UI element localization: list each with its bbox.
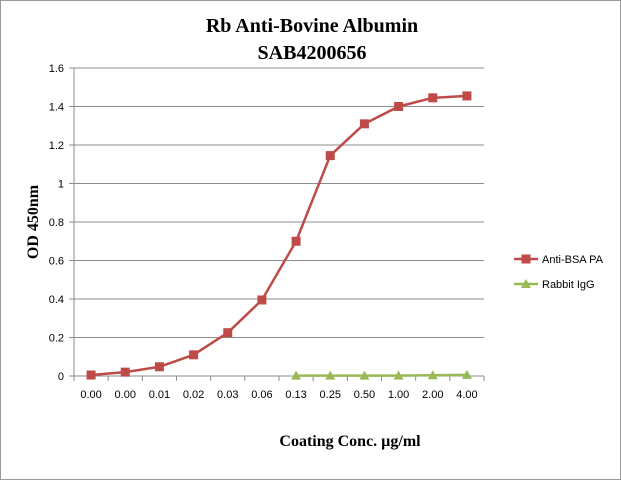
- x-axis-title: Coating Conc. µg/ml: [279, 433, 421, 450]
- data-point: [257, 295, 267, 305]
- data-point: [154, 362, 164, 372]
- data-point: [428, 93, 438, 103]
- data-point: [394, 102, 404, 111]
- series-group: [86, 91, 472, 380]
- legend-entry: Rabbit IgG: [514, 279, 595, 291]
- legend-label: Anti-BSA PA: [542, 254, 604, 266]
- y-tick-label: 0.8: [49, 217, 64, 229]
- x-tick-label: 0.02: [183, 389, 204, 401]
- x-tick-label: 1.00: [388, 389, 409, 401]
- y-tick-label: 0.2: [49, 333, 64, 345]
- series-line: [90, 94, 467, 377]
- x-tick-label: 4.00: [456, 389, 477, 401]
- data-point: [120, 367, 130, 377]
- legend-marker: [521, 279, 531, 288]
- series-rabbit-igg: [291, 369, 472, 380]
- data-point: [325, 370, 336, 380]
- data-point: [86, 370, 96, 380]
- y-tick-label: 0.4: [49, 294, 64, 306]
- x-tick-labels: 0.00 0.00 0.01 0.02 0.03 0.06 0.13 0.25 0.50 1.00…: [80, 389, 477, 401]
- data-point: [359, 119, 369, 129]
- data-point: [461, 369, 472, 379]
- gridlines: [74, 67, 484, 338]
- x-tick-label: 0.01: [149, 389, 170, 401]
- legend-marker: [521, 254, 531, 264]
- y-tick-label: 0: [58, 371, 64, 383]
- y-tick-label: 1: [58, 179, 64, 191]
- x-tick-label: 0.00: [115, 389, 136, 401]
- x-tick-label: 0.13: [285, 389, 306, 401]
- y-tick-label: 1.4: [49, 102, 64, 114]
- x-tick-label: 2.00: [422, 389, 443, 401]
- data-point: [189, 350, 199, 360]
- x-tick-label: 0.00: [80, 389, 101, 401]
- y-tick-label: 1.2: [49, 140, 64, 152]
- data-point: [462, 91, 472, 101]
- y-axis-title: OD 450nm: [25, 184, 42, 259]
- data-point: [223, 328, 233, 338]
- data-point: [325, 151, 335, 161]
- legend-label: Rabbit IgG: [542, 279, 595, 291]
- x-tick-label: 0.06: [251, 389, 272, 401]
- data-point: [291, 370, 302, 380]
- legend: Anti-BSA PA Rabbit IgG: [514, 254, 604, 291]
- data-point: [427, 370, 438, 380]
- x-tick-label: 0.50: [354, 389, 375, 401]
- legend-entry: Anti-BSA PA: [514, 254, 604, 266]
- data-point: [291, 236, 301, 246]
- x-tick-label: 0.03: [217, 389, 238, 401]
- data-point: [393, 370, 404, 380]
- y-tick-label: 0.6: [49, 256, 64, 268]
- data-point: [359, 370, 370, 380]
- y-tick-labels: 0 0.2 0.4 0.6 0.8 1 1.2 1.4 1.6: [49, 63, 64, 383]
- chart-subtitle: SAB4200656: [258, 42, 367, 64]
- y-tick-label: 1.6: [49, 63, 64, 75]
- axes: [69, 67, 485, 381]
- series-anti-bsa-pa: [86, 91, 472, 380]
- series-line: [296, 373, 467, 377]
- chart-title: Rb Anti-Bovine Albumin: [206, 15, 418, 37]
- x-tick-label: 0.25: [320, 389, 341, 401]
